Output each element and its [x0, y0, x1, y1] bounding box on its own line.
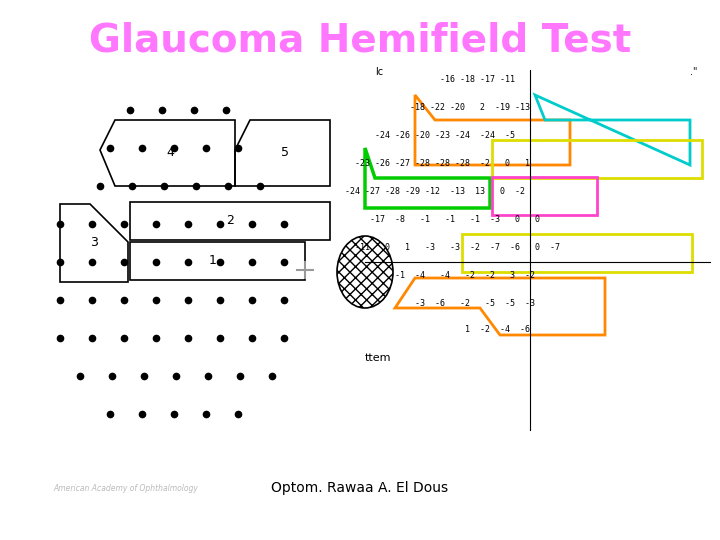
- Text: American Academy of Ophthalmology: American Academy of Ophthalmology: [53, 484, 199, 493]
- Text: .": .": [690, 67, 698, 77]
- Text: Glaucoma Hemifield Test: Glaucoma Hemifield Test: [89, 21, 631, 59]
- Text: 4: 4: [166, 146, 174, 159]
- Text: -24 -26 -20 -23 -24  -24  -5: -24 -26 -20 -23 -24 -24 -5: [375, 131, 515, 139]
- Text: -17  -8   -1   -1   -1  -3   0   0: -17 -8 -1 -1 -1 -3 0 0: [370, 214, 540, 224]
- Text: lc: lc: [375, 67, 383, 77]
- Text: 3: 3: [90, 237, 98, 249]
- Text: ttem: ttem: [365, 353, 392, 363]
- Bar: [462, 234, 692, 272]
- Text: -16 -18 -17 -11: -16 -18 -17 -11: [440, 76, 515, 84]
- Text: 5: 5: [281, 146, 289, 159]
- Bar: [130, 242, 305, 280]
- Ellipse shape: [337, 236, 393, 308]
- Bar: [492, 177, 597, 215]
- Text: Optom. Rawaa A. El Dous: Optom. Rawaa A. El Dous: [271, 481, 449, 495]
- Text: 1  -2  -4  -6: 1 -2 -4 -6: [430, 326, 530, 334]
- Text: -23 -26 -27 -28 -28 -28  -2   0   1: -23 -26 -27 -28 -28 -28 -2 0 1: [355, 159, 530, 167]
- Text: 2: 2: [226, 214, 234, 227]
- Text: -3  -6   -2   -5  -5  -3: -3 -6 -2 -5 -5 -3: [400, 299, 535, 307]
- Text: -11   0   1   -3   -3  -2  -7  -6   0  -7: -11 0 1 -3 -3 -2 -7 -6 0 -7: [355, 242, 560, 252]
- Bar: [130, 202, 330, 240]
- Bar: [492, 140, 702, 178]
- Text: -1  -4   -4   -2  -2   3  -2: -1 -4 -4 -2 -2 3 -2: [385, 271, 535, 280]
- Text: -24 -27 -28 -29 -12  -13  13   0  -2: -24 -27 -28 -29 -12 -13 13 0 -2: [345, 186, 525, 195]
- Text: 1: 1: [209, 254, 217, 267]
- Text: -18 -22 -20   2  -19 -13: -18 -22 -20 2 -19 -13: [410, 104, 530, 112]
